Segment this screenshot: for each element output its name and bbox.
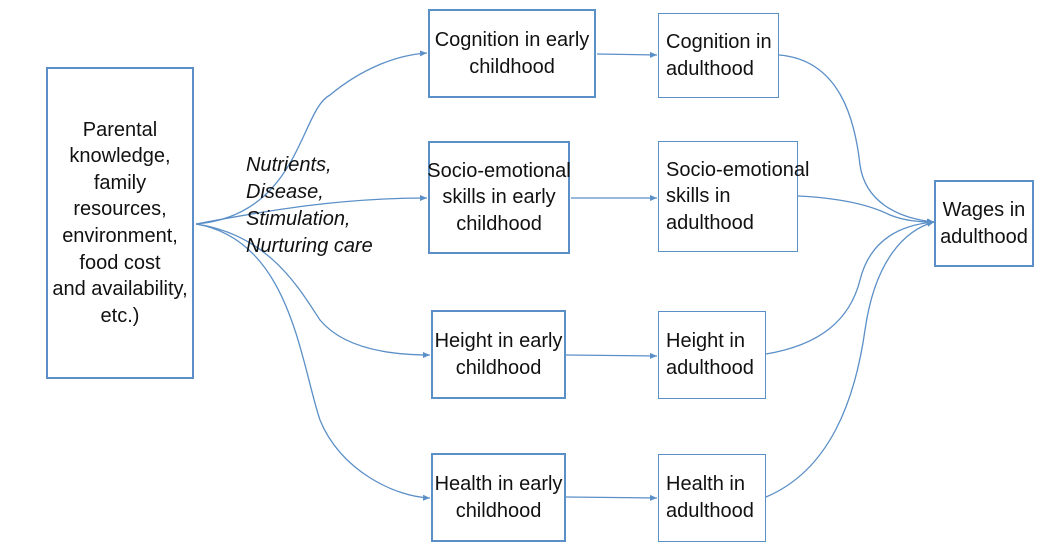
health-adulthood-box: Health in adulthood: [658, 454, 766, 542]
parental-factors-box: Parental knowledge, family resources, en…: [46, 67, 194, 379]
arrow-height-early-to-adult: [565, 352, 658, 359]
arrow-health-adult-to-wages: [765, 220, 935, 498]
socioemotional-early-childhood-box: Socio-emotional skills in early childhoo…: [427, 141, 571, 254]
wages-adulthood-box: Wages in adulthood: [934, 180, 1034, 267]
arrow-health-early-to-adult: [565, 494, 658, 501]
arrow-source-to-height-early: [195, 223, 431, 358]
height-adulthood-box: Height in adulthood: [658, 311, 766, 399]
arrow-source-to-health-early: [195, 223, 431, 501]
cognition-adulthood-box: Cognition in adulthood: [658, 13, 779, 98]
inputs-label: Nutrients, Disease, Stimulation, Nurturi…: [246, 154, 373, 257]
socioemotional-adulthood-box: Socio-emotional skills in adulthood: [658, 141, 809, 252]
arrow-source-to-cognition-early: [195, 50, 428, 225]
arrow-socioemotional-adult-to-wages: [797, 195, 935, 225]
arrow-height-adult-to-wages: [765, 219, 935, 355]
cognition-early-childhood-box: Cognition in early childhood: [428, 9, 596, 98]
arrow-source-to-socioemotional-early: [195, 195, 428, 225]
arrow-cognition-adult-to-wages: [778, 54, 935, 225]
arrow-cognition-early-to-adult: [596, 51, 658, 58]
health-early-childhood-box: Health in early childhood: [431, 453, 566, 542]
height-early-childhood-box: Height in early childhood: [431, 310, 566, 399]
